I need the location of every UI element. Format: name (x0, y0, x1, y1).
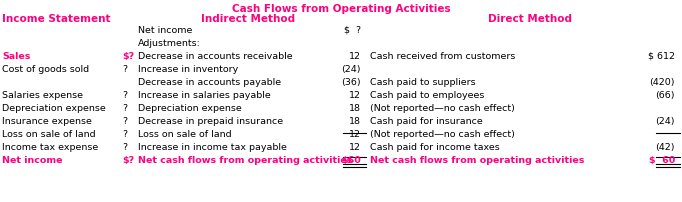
Text: Decrease in prepaid insurance: Decrease in prepaid insurance (138, 117, 283, 126)
Text: Increase in income tax payable: Increase in income tax payable (138, 143, 287, 152)
Text: 18: 18 (349, 117, 361, 126)
Text: 12: 12 (349, 91, 361, 100)
Text: Depreciation expense: Depreciation expense (2, 104, 106, 113)
Text: Adjustments:: Adjustments: (138, 39, 201, 48)
Text: $ 612: $ 612 (648, 52, 675, 61)
Text: (36): (36) (342, 78, 361, 87)
Text: Decrease in accounts payable: Decrease in accounts payable (138, 78, 281, 87)
Text: ?: ? (122, 117, 127, 126)
Text: (Not reported—no cash effect): (Not reported—no cash effect) (370, 104, 515, 113)
Text: Cash received from customers: Cash received from customers (370, 52, 516, 61)
Text: Net income: Net income (138, 26, 192, 35)
Text: Salaries expense: Salaries expense (2, 91, 83, 100)
Text: Cash paid for income taxes: Cash paid for income taxes (370, 143, 500, 152)
Text: Cash paid for insurance: Cash paid for insurance (370, 117, 483, 126)
Text: (66): (66) (655, 91, 675, 100)
Text: (420): (420) (649, 78, 675, 87)
Text: $?: $? (122, 156, 134, 165)
Text: ?: ? (122, 104, 127, 113)
Text: Loss on sale of land: Loss on sale of land (138, 130, 232, 139)
Text: (24): (24) (655, 117, 675, 126)
Text: Cash paid to suppliers: Cash paid to suppliers (370, 78, 475, 87)
Text: ?: ? (122, 130, 127, 139)
Text: Cash paid to employees: Cash paid to employees (370, 91, 484, 100)
Text: Net income: Net income (2, 156, 63, 165)
Text: $?: $? (122, 52, 134, 61)
Text: 12: 12 (349, 130, 361, 139)
Text: Increase in inventory: Increase in inventory (138, 65, 238, 74)
Text: Income tax expense: Income tax expense (2, 143, 98, 152)
Text: Cost of goods sold: Cost of goods sold (2, 65, 89, 74)
Text: Net cash flows from operating activities: Net cash flows from operating activities (138, 156, 353, 165)
Text: Sales: Sales (2, 52, 31, 61)
Text: (24): (24) (342, 65, 361, 74)
Text: Cash Flows from Operating Activities: Cash Flows from Operating Activities (232, 4, 450, 14)
Text: Indirect Method: Indirect Method (201, 14, 295, 24)
Text: (Not reported—no cash effect): (Not reported—no cash effect) (370, 130, 515, 139)
Text: Loss on sale of land: Loss on sale of land (2, 130, 95, 139)
Text: Income Statement: Income Statement (2, 14, 110, 24)
Text: 12: 12 (349, 143, 361, 152)
Text: $60: $60 (341, 156, 361, 165)
Text: 18: 18 (349, 104, 361, 113)
Text: ?: ? (122, 143, 127, 152)
Text: ?: ? (122, 91, 127, 100)
Text: Depreciation expense: Depreciation expense (138, 104, 241, 113)
Text: Increase in salaries payable: Increase in salaries payable (138, 91, 271, 100)
Text: (42): (42) (655, 143, 675, 152)
Text: Direct Method: Direct Method (488, 14, 572, 24)
Text: 12: 12 (349, 52, 361, 61)
Text: Insurance expense: Insurance expense (2, 117, 92, 126)
Text: $  60: $ 60 (649, 156, 675, 165)
Text: ?: ? (122, 65, 127, 74)
Text: Net cash flows from operating activities: Net cash flows from operating activities (370, 156, 584, 165)
Text: Decrease in accounts receivable: Decrease in accounts receivable (138, 52, 293, 61)
Text: $  ?: $ ? (344, 26, 361, 35)
